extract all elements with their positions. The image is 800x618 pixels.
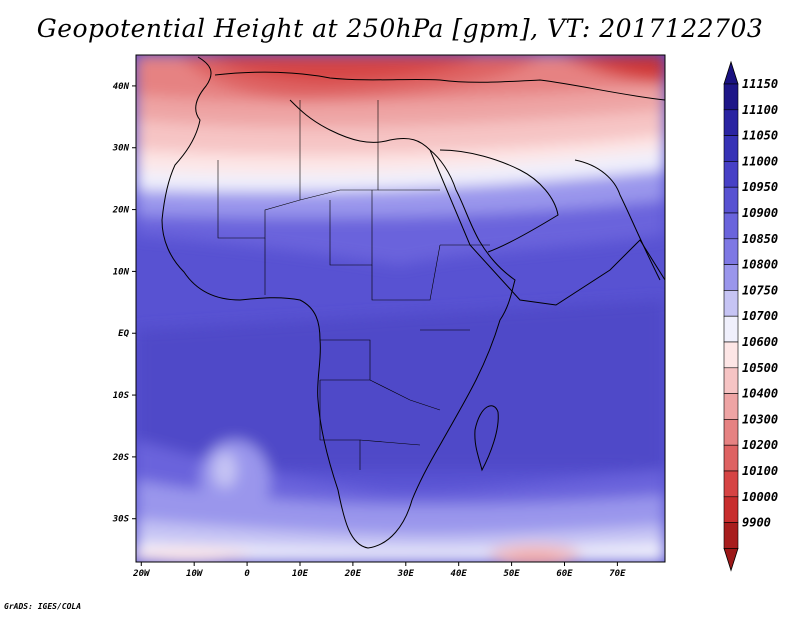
lat-tick-label: 30S bbox=[112, 515, 130, 525]
colorbar-label: 10400 bbox=[742, 387, 778, 401]
lon-tick-label: 70E bbox=[609, 569, 626, 579]
colorbar-label: 10750 bbox=[742, 283, 778, 297]
colorbar-label: 11050 bbox=[742, 129, 778, 143]
colorbar-label: 10000 bbox=[742, 490, 778, 504]
colorbar-bottom-arrow bbox=[723, 548, 739, 572]
colorbar-label: 11100 bbox=[742, 103, 778, 117]
colorbar-top-arrow bbox=[723, 60, 739, 85]
lon-tick-label: 0 bbox=[244, 569, 250, 579]
colorbar-swatch bbox=[723, 367, 739, 394]
lon-tick-label: 20W bbox=[132, 569, 151, 579]
longitude-axis: 20W 10W 0 10E 20E 30E 40E 50E 60E 70E bbox=[132, 562, 626, 579]
colorbar-swatch bbox=[723, 83, 739, 111]
lat-tick-label: 10S bbox=[113, 391, 130, 401]
plot-frame bbox=[135, 54, 666, 563]
colorbar-label: 10850 bbox=[742, 232, 778, 246]
lat-tick-label: 30N bbox=[112, 144, 130, 154]
colorbar-swatch bbox=[723, 212, 739, 240]
colorbar-label: 10700 bbox=[742, 309, 778, 323]
colorbar-label: 10600 bbox=[742, 335, 778, 349]
colorbar-label: 10100 bbox=[742, 464, 778, 478]
colorbar-label: 10950 bbox=[742, 180, 778, 194]
lat-tick-label: EQ bbox=[118, 329, 129, 339]
colorbar-label: 11150 bbox=[742, 77, 778, 91]
colorbar-swatch bbox=[723, 470, 739, 498]
colorbar-swatch bbox=[723, 161, 739, 188]
lat-tick-label: 20N bbox=[112, 206, 130, 216]
colorbar-swatch bbox=[723, 496, 739, 523]
colorbar-swatch bbox=[723, 419, 739, 446]
colorbar-label: 10800 bbox=[742, 258, 778, 272]
colorbar-label: 10500 bbox=[742, 361, 778, 375]
colorbar-swatch bbox=[723, 341, 739, 369]
country-borders bbox=[217, 100, 490, 470]
colorbar-label: 10900 bbox=[742, 206, 778, 220]
colorbar: 11150 11100 11050 11000 10950 10900 10850 10800… bbox=[723, 60, 778, 572]
lat-tick-label: 20S bbox=[112, 453, 130, 463]
colorbar-label: 11000 bbox=[742, 154, 778, 168]
colorbar-swatch bbox=[723, 264, 739, 291]
lon-tick-label: 60E bbox=[556, 569, 573, 579]
latitude-axis: 40N 30N 20N 10N EQ 10S 20S 30S bbox=[112, 82, 136, 525]
map-title: Geopotential Height at 250hPa [gpm], VT:… bbox=[36, 14, 764, 43]
lon-tick-label: 30E bbox=[397, 569, 415, 579]
colorbar-swatch bbox=[723, 522, 739, 549]
colorbar-swatch bbox=[723, 109, 739, 136]
lat-tick-label: 10N bbox=[113, 267, 130, 277]
colorbar-swatch bbox=[723, 135, 739, 162]
colorbar-swatch bbox=[723, 393, 739, 420]
colorbar-label: 10300 bbox=[742, 412, 778, 426]
colorbar-label: 9900 bbox=[742, 516, 771, 530]
lat-tick-label: 40N bbox=[113, 82, 130, 92]
lon-tick-label: 40E bbox=[451, 569, 468, 579]
lon-tick-label: 10W bbox=[186, 569, 204, 579]
grads-credit: GrADS: IGES/COLA bbox=[4, 602, 82, 611]
colorbar-swatch bbox=[723, 186, 739, 214]
lon-tick-label: 20E bbox=[344, 569, 362, 579]
colorbar-swatch bbox=[723, 444, 739, 472]
colorbar-swatch bbox=[723, 315, 739, 343]
lon-tick-label: 10E bbox=[292, 569, 309, 579]
lon-tick-label: 50E bbox=[503, 569, 520, 579]
colorbar-label: 10200 bbox=[742, 438, 778, 452]
colorbar-swatch bbox=[723, 238, 739, 265]
colorbar-swatch bbox=[723, 290, 739, 317]
height-field bbox=[136, 55, 665, 562]
